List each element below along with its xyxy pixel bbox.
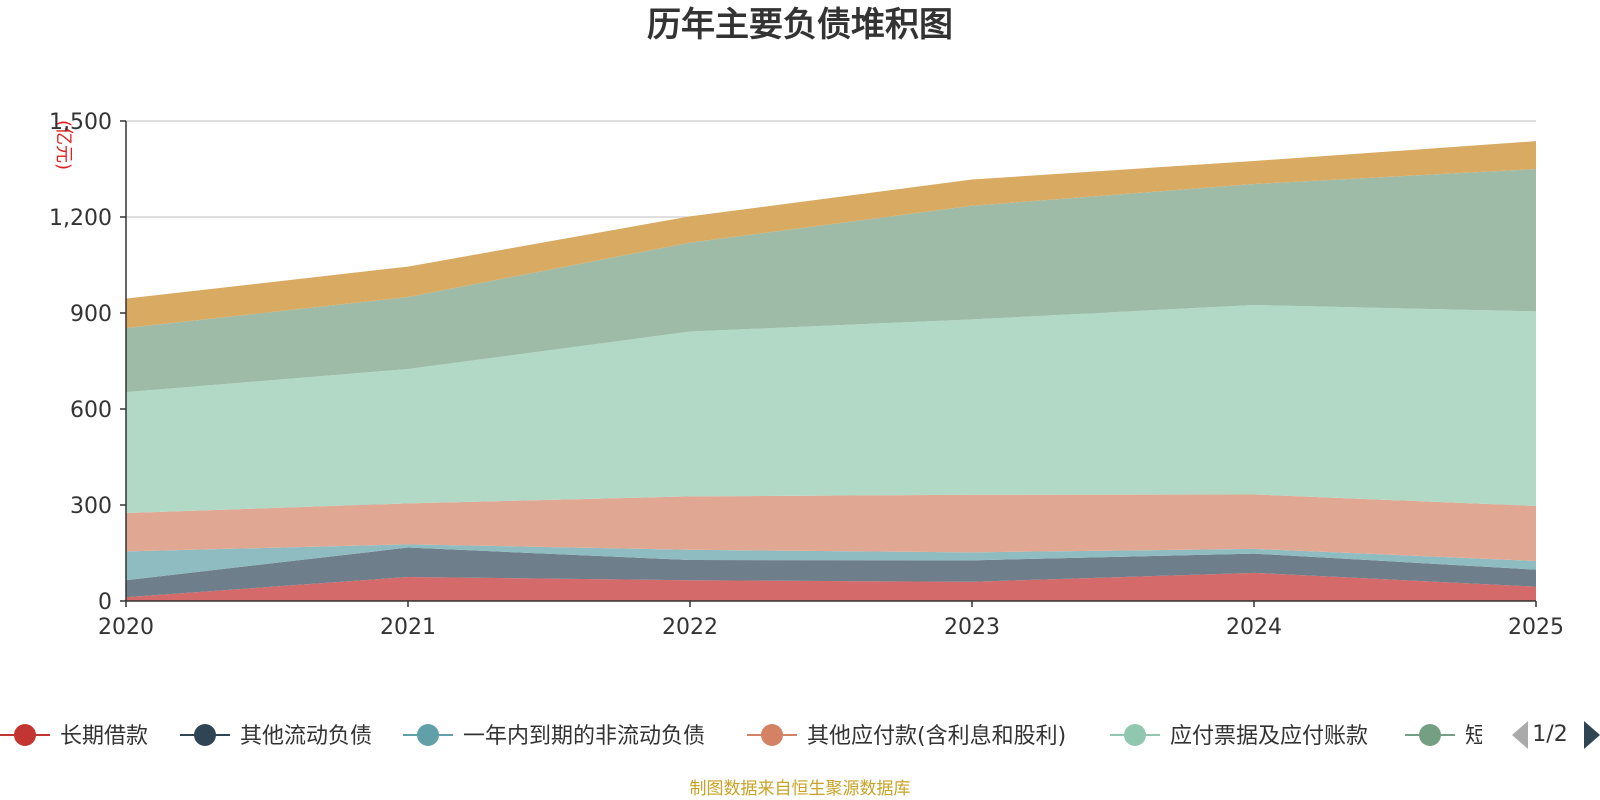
area-短期借款 bbox=[126, 169, 1536, 393]
y-tick-label: 600 bbox=[70, 398, 112, 423]
legend-label: 其他流动负债 bbox=[240, 724, 372, 749]
legend-prev-page-icon[interactable] bbox=[1512, 721, 1528, 749]
x-tick-label: 2025 bbox=[1508, 615, 1564, 640]
legend-marker-icon bbox=[761, 724, 783, 746]
legend-pager: 1/2 bbox=[1512, 721, 1600, 749]
legend: 长期借款 其他流动负债 一年内到期的非流动负债 其他应付款(含利息和股利) 应付票据及应… bbox=[0, 724, 1487, 749]
y-tick-label: 0 bbox=[98, 590, 112, 615]
y-tick-label: 300 bbox=[70, 494, 112, 519]
legend-marker-icon bbox=[1419, 724, 1441, 746]
area-一年内到期的非流动负债 bbox=[126, 544, 1536, 581]
y-tick-label: 1,200 bbox=[49, 206, 112, 231]
y-tick-label: 1,500 bbox=[49, 110, 112, 135]
area-应付票据及应付账款 bbox=[126, 305, 1536, 513]
data-source-note: 制图数据来自恒生聚源数据库 bbox=[690, 779, 911, 799]
area-其他应付款(含利息和股利) bbox=[126, 494, 1536, 561]
legend-marker-icon bbox=[1124, 724, 1146, 746]
area-其他流动负债 bbox=[126, 547, 1536, 598]
legend-label: 长期借款 bbox=[60, 724, 148, 749]
legend-item[interactable]: 其他应付款(含利息和股利) bbox=[747, 724, 1066, 749]
x-tick-label: 2021 bbox=[380, 615, 436, 640]
x-tick-label: 2022 bbox=[662, 615, 718, 640]
x-tick-label: 2020 bbox=[98, 615, 154, 640]
legend-label: 一年内到期的非流动负债 bbox=[463, 724, 705, 749]
axes: 0 300 600 900 1,200 1,500 2020 2021 2022 2023 2024… bbox=[49, 110, 1564, 640]
legend-marker-icon bbox=[194, 724, 216, 746]
x-tick-label: 2023 bbox=[944, 615, 1000, 640]
area-其他 bbox=[126, 141, 1536, 329]
legend-item[interactable]: 短 bbox=[1405, 724, 1487, 749]
chart-title: 历年主要负债堆积图 bbox=[647, 5, 953, 45]
x-tick-label: 2024 bbox=[1226, 615, 1282, 640]
y-axis-unit-label: (亿元) bbox=[53, 120, 74, 170]
legend-page-indicator: 1/2 bbox=[1532, 722, 1567, 747]
y-tick-label: 900 bbox=[70, 302, 112, 327]
legend-marker-icon bbox=[417, 724, 439, 746]
area-series bbox=[126, 141, 1536, 601]
legend-item[interactable]: 其他流动负债 bbox=[180, 724, 372, 749]
legend-label: 其他应付款(含利息和股利) bbox=[807, 724, 1066, 749]
legend-marker-icon bbox=[14, 724, 36, 746]
legend-label: 短 bbox=[1465, 724, 1487, 749]
legend-next-page-icon[interactable] bbox=[1584, 721, 1600, 749]
legend-item[interactable]: 一年内到期的非流动负债 bbox=[403, 724, 705, 749]
legend-item[interactable]: 应付票据及应付账款 bbox=[1110, 724, 1368, 749]
legend-label: 应付票据及应付账款 bbox=[1170, 724, 1368, 749]
legend-item[interactable]: 长期借款 bbox=[0, 724, 148, 749]
area-长期借款 bbox=[126, 572, 1536, 601]
